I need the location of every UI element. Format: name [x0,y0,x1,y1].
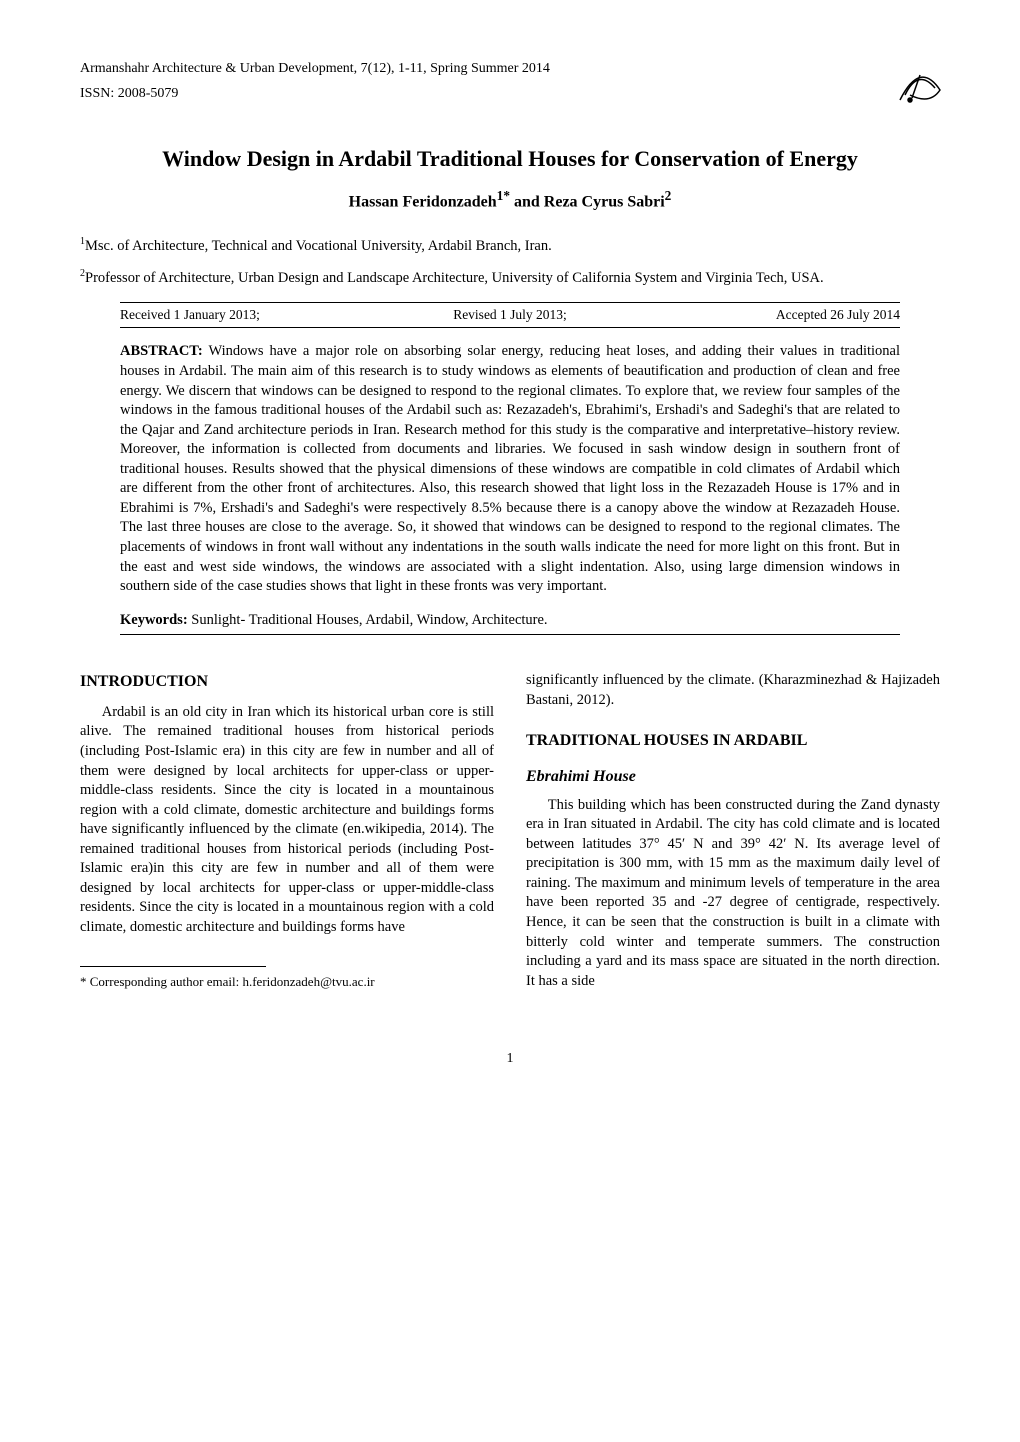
keywords: Keywords: Sunlight- Traditional Houses, … [120,611,900,631]
dates-row: Received 1 January 2013; Revised 1 July … [120,302,900,328]
journal-logo-icon [890,50,950,110]
issn: ISSN: 2008-5079 [80,85,940,104]
date-revised: Revised 1 July 2013; [380,306,640,324]
heading-introduction: INTRODUCTION [80,671,494,693]
ebrahimi-paragraph: This building which has been constructed… [526,796,940,992]
corresponding-author-footnote: * Corresponding author email: h.feridonz… [80,973,494,991]
date-accepted: Accepted 26 July 2014 [640,306,900,324]
abstract: ABSTRACT: Windows have a major role on a… [120,342,900,596]
abstract-label: ABSTRACT: [120,343,203,359]
footnote-rule [80,966,266,967]
abstract-text: Windows have a major role on absorbing s… [120,343,900,594]
intro-paragraph: Ardabil is an old city in Iran which its… [80,703,494,938]
header: Armanshahr Architecture & Urban Developm… [80,60,940,104]
intro-continuation: significantly influenced by the climate.… [526,671,940,710]
affil-text-1: Msc. of Architecture, Technical and Voca… [85,238,552,254]
keywords-label: Keywords: [120,612,188,628]
keywords-rule [120,634,900,635]
page-number: 1 [80,1050,940,1069]
body-columns: INTRODUCTION Ardabil is an old city in I… [80,671,940,1010]
paper-title: Window Design in Ardabil Traditional Hou… [80,144,940,174]
date-received: Received 1 January 2013; [120,306,380,324]
keywords-text: Sunlight- Traditional Houses, Ardabil, W… [188,612,548,628]
journal-citation: Armanshahr Architecture & Urban Developm… [80,60,940,79]
affiliation-1: 1Msc. of Architecture, Technical and Voc… [80,235,940,256]
authors-line: Hassan Feridonzadeh1* and Reza Cyrus Sab… [80,187,940,213]
heading-ebrahimi-house: Ebrahimi House [526,766,940,788]
affiliation-2: 2Professor of Architecture, Urban Design… [80,267,940,288]
affil-text-2: Professor of Architecture, Urban Design … [85,270,824,286]
heading-traditional-houses: TRADITIONAL HOUSES IN ARDABIL [526,730,940,752]
